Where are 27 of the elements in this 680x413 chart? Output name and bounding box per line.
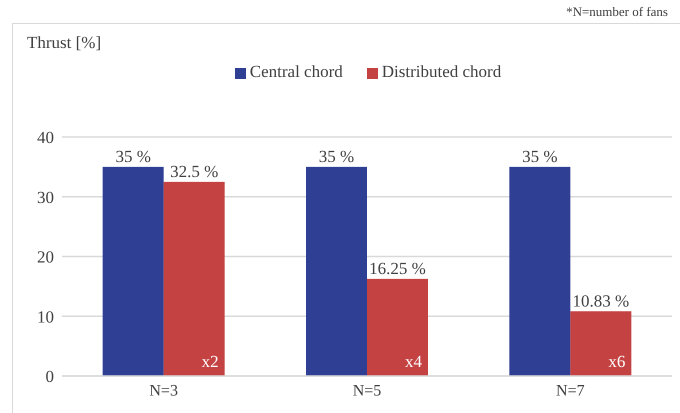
y-tick-label: 40 xyxy=(37,128,54,148)
bar xyxy=(102,166,164,376)
data-label: 35 % xyxy=(115,146,151,166)
data-label: 32.5 % xyxy=(170,162,218,181)
bar xyxy=(570,311,632,376)
x-tick-label: N=3 xyxy=(149,382,178,400)
legend-label: Distributed chord xyxy=(382,62,502,81)
bar xyxy=(367,278,428,376)
y-tick-label: 10 xyxy=(37,307,54,326)
bar xyxy=(306,166,367,376)
text: *N=number of fans xyxy=(566,4,668,20)
annotation: x6 xyxy=(608,352,626,371)
y-tick-label: 30 xyxy=(37,188,54,207)
bar xyxy=(509,166,570,376)
y-axis-title: Thrust [%] xyxy=(27,33,102,53)
y-tick-label: 20 xyxy=(37,248,54,267)
bar xyxy=(164,182,225,376)
y-tick-label: 0 xyxy=(46,367,54,386)
data-label: 35 % xyxy=(522,146,558,166)
data-label: 10.83 % xyxy=(572,291,630,310)
annotation: x4 xyxy=(405,352,422,371)
legend-label: Central chord xyxy=(250,62,343,81)
data-label: 35 % xyxy=(318,146,354,166)
x-tick-label: N=5 xyxy=(352,382,382,400)
annotation: x2 xyxy=(202,352,219,371)
x-tick-label: N=7 xyxy=(556,382,585,400)
data-label: 16.25 % xyxy=(369,258,426,278)
